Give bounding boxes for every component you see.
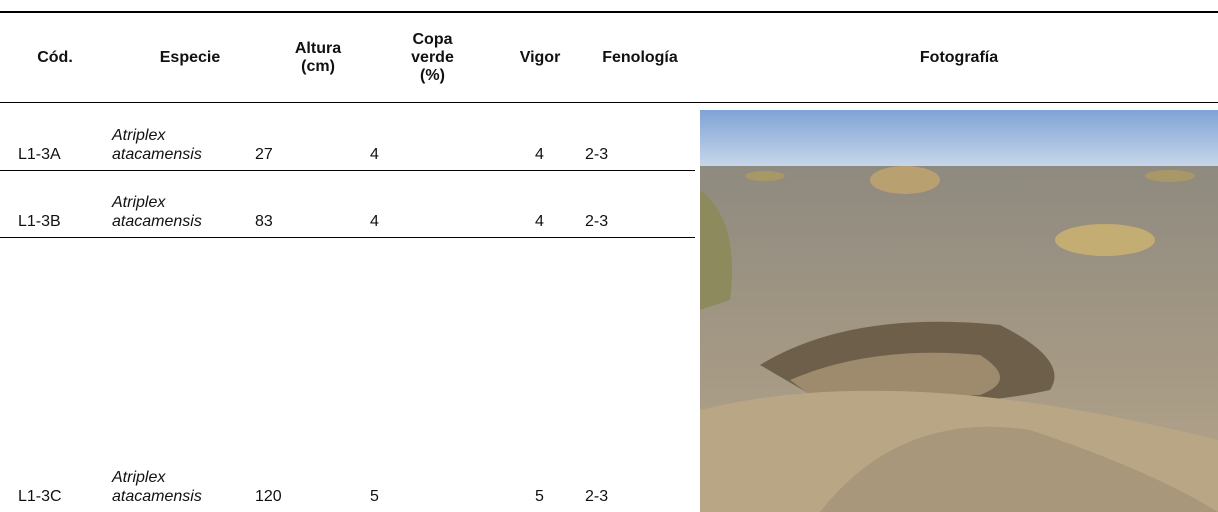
table-cell: Atriplex atacamensis (112, 469, 202, 505)
table-cell: 4 (535, 146, 544, 163)
table-cell: 2-3 (585, 213, 609, 230)
table-cell: L1-3B (18, 213, 61, 230)
table-cell: Atriplex atacamensis (112, 127, 202, 163)
photo (700, 110, 1218, 512)
table-cell: 120 (255, 488, 282, 505)
header-cell: Copa verde (%) (411, 31, 454, 84)
row-rule (0, 170, 695, 171)
table-cell: 83 (255, 213, 273, 230)
table-cell: L1-3C (18, 488, 62, 505)
table-cell: 2-3 (585, 488, 609, 505)
header-cell: Especie (159, 49, 221, 66)
table-cell: 5 (370, 488, 379, 505)
table-cell: 4 (370, 146, 379, 163)
row-rule (0, 237, 695, 238)
header-cell: Altura (cm) (294, 40, 342, 75)
header-cell: Fenología (602, 49, 678, 66)
table-cell: L1-3A (18, 146, 61, 163)
table-cell: 5 (535, 488, 544, 505)
header-rule (0, 102, 1218, 103)
header-cell: Cód. (37, 49, 73, 66)
table-cell: Atriplex atacamensis (112, 194, 202, 230)
header-cell: Fotografía (919, 49, 999, 66)
table-cell: 4 (370, 213, 379, 230)
table-cell: 27 (255, 146, 273, 163)
top-rule (0, 11, 1218, 13)
header-cell: Vigor (519, 49, 561, 66)
table-cell: 4 (535, 213, 544, 230)
table-cell: 2-3 (585, 146, 609, 163)
